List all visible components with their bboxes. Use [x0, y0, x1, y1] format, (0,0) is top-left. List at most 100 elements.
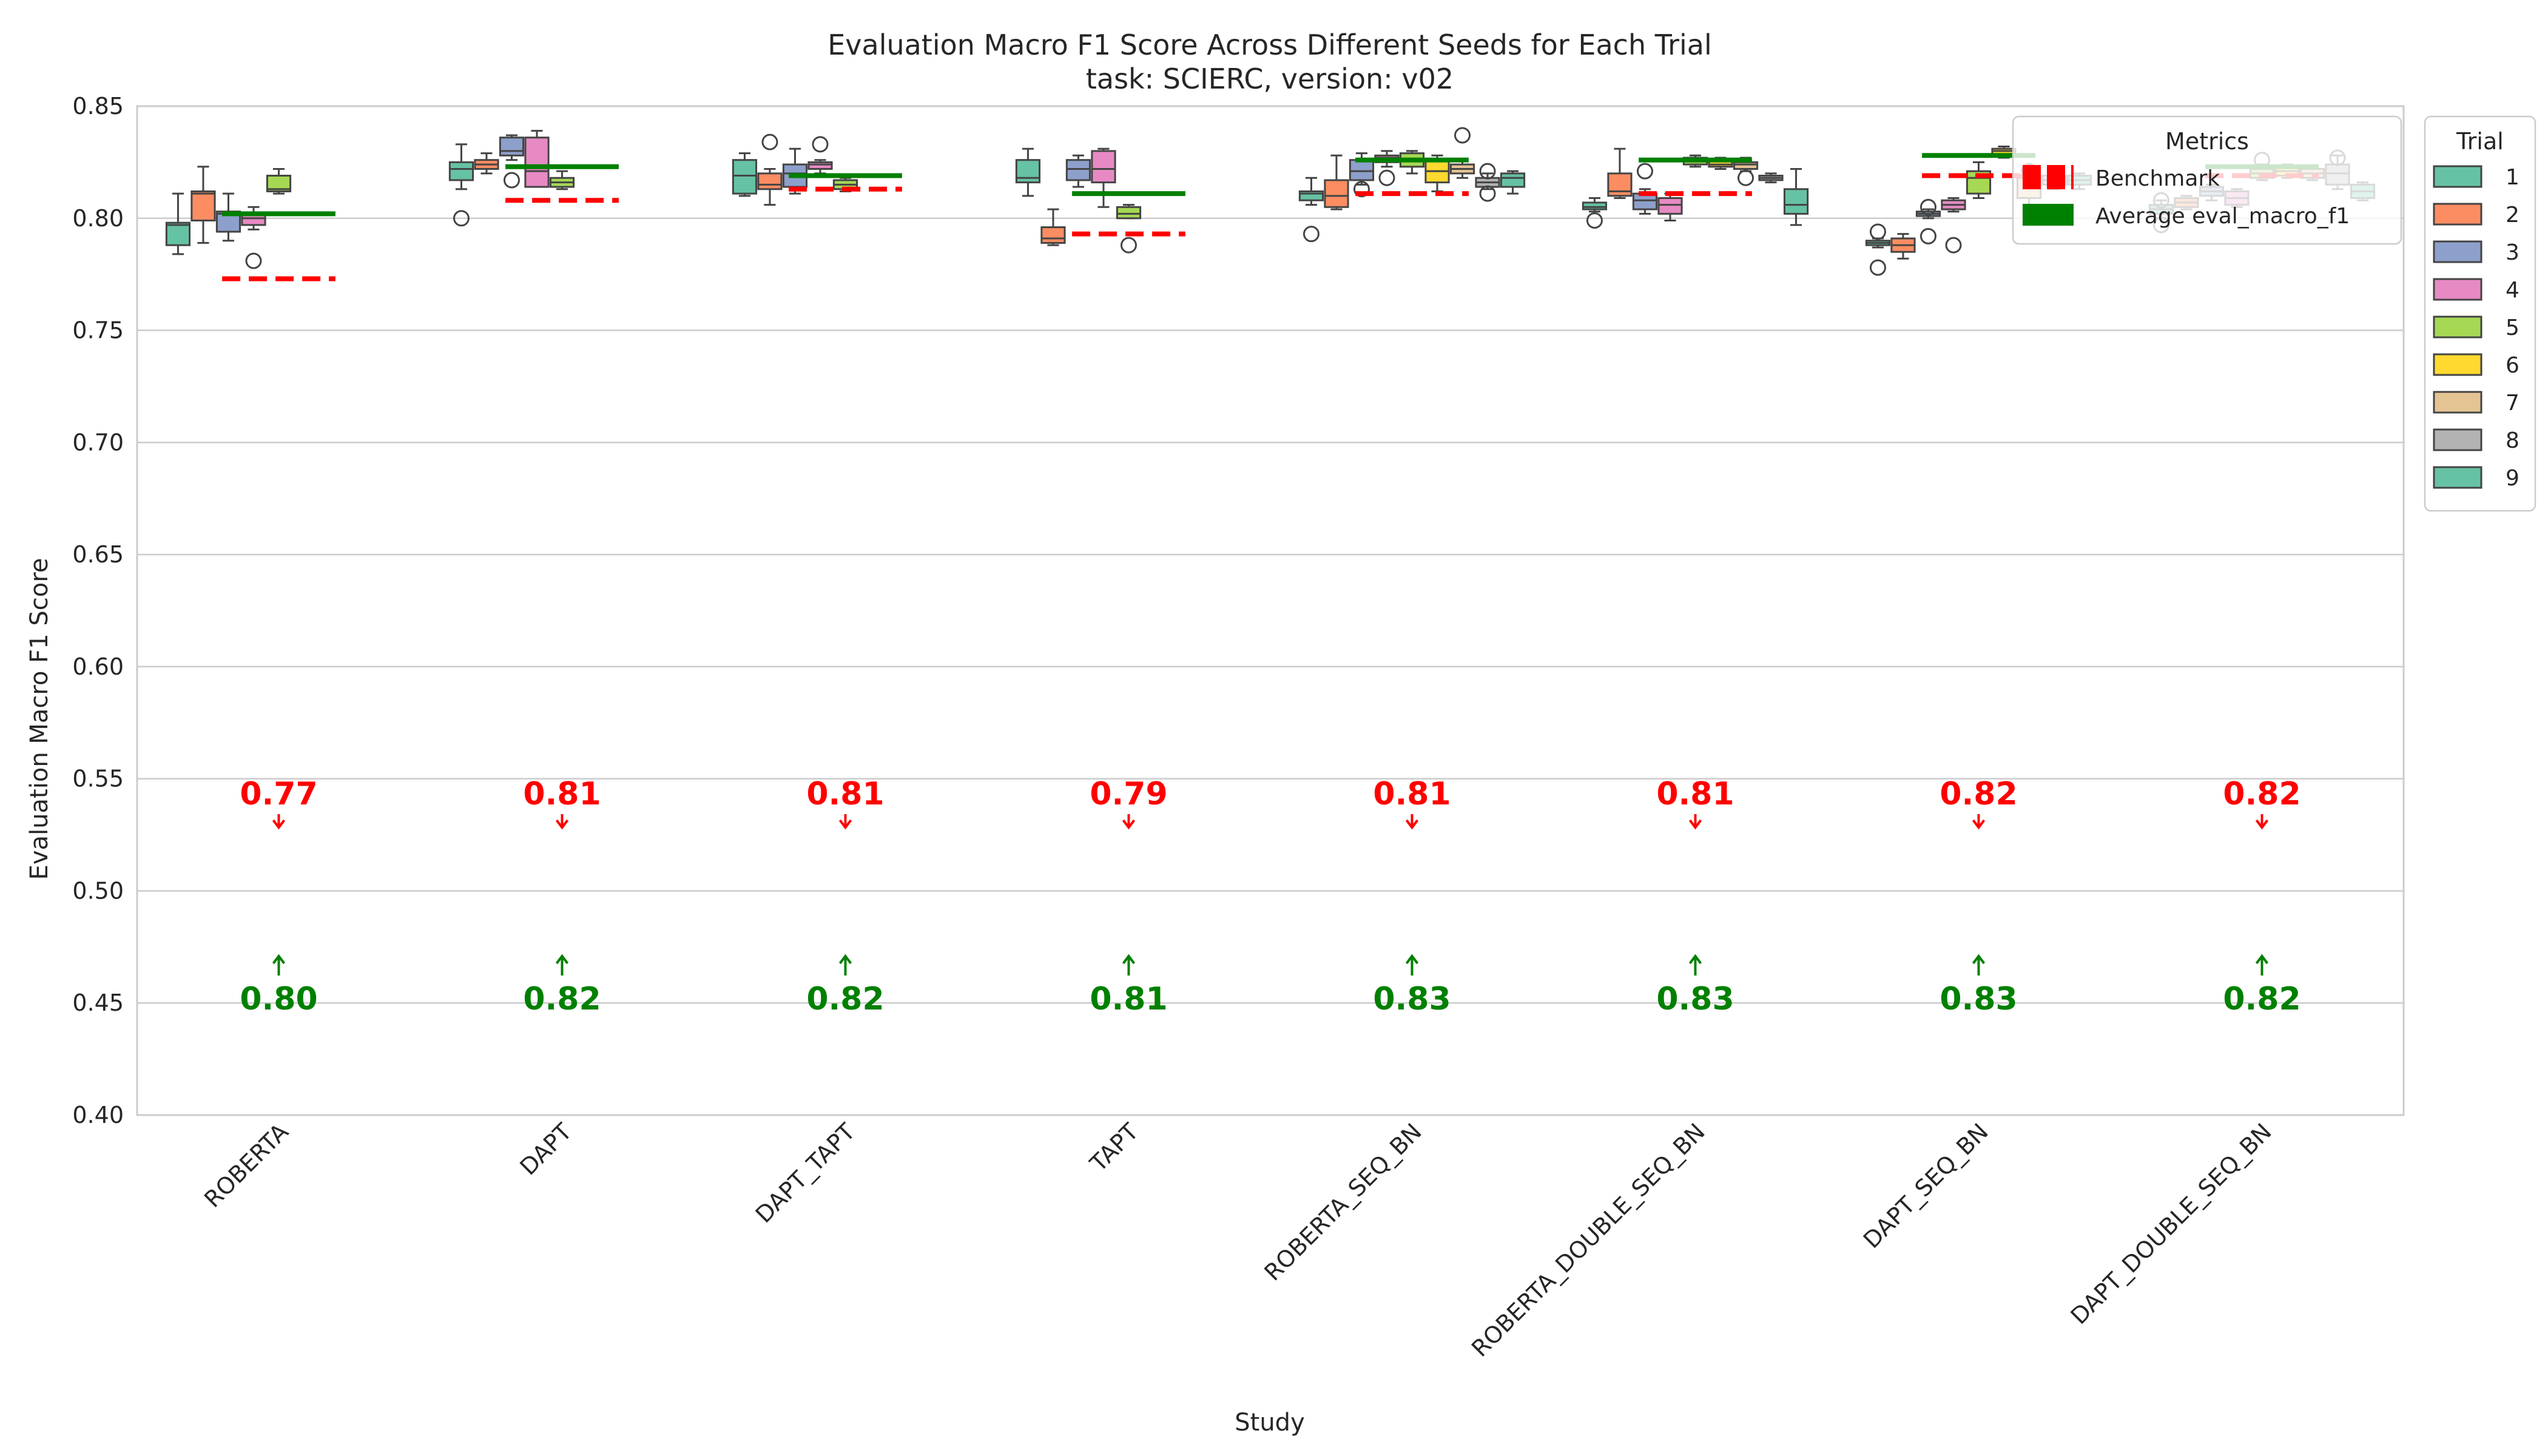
outlier-point — [1586, 212, 1603, 229]
trial-legend-swatch-2 — [2433, 203, 2482, 226]
benchmark-annotation: 0.81 — [806, 776, 884, 812]
box-trial-2 — [1324, 179, 1349, 208]
benchmark-annotation: 0.82 — [2223, 776, 2300, 812]
y-tick-label: 0.65 — [72, 541, 124, 568]
metrics-legend-box — [2012, 115, 2402, 245]
average-annotation: 0.83 — [1373, 981, 1451, 1017]
box-trial-5 — [1116, 206, 1142, 220]
x-axis-title: Study — [1235, 1409, 1305, 1437]
box-trial-3 — [1632, 192, 1658, 211]
trial-legend-label: 4 — [2506, 278, 2519, 303]
box-trial-1 — [165, 221, 191, 246]
trial-legend-swatch-9 — [2433, 466, 2482, 489]
trial-legend-label: 6 — [2506, 353, 2519, 378]
benchmark-annotation: 0.82 — [1940, 776, 2017, 812]
trial-legend-swatch-3 — [2433, 240, 2482, 263]
average-arrow — [555, 954, 569, 976]
box-group-roberta-double-seq-bn — [1582, 147, 1809, 229]
box-trial-4 — [807, 161, 833, 170]
outlier-point — [1869, 259, 1886, 276]
outlier-point — [761, 133, 778, 150]
chart-title: Evaluation Macro F1 Score Across Differe… — [827, 29, 1712, 61]
box-trial-4 — [1657, 197, 1683, 215]
outlier-point — [1378, 169, 1395, 186]
trial-legend-label: 5 — [2506, 315, 2519, 340]
y-axis-title: Evaluation Macro F1 Score — [25, 558, 53, 880]
benchmark-arrow — [555, 814, 569, 830]
metrics-legend: Metrics Benchmark Average eval_macro_f1 — [2012, 115, 2402, 245]
outlier-point — [1636, 163, 1653, 180]
trial-legend-label: 7 — [2506, 391, 2519, 416]
benchmark-arrow — [1972, 814, 1986, 830]
benchmark-arrow — [2255, 814, 2269, 830]
outlier-point — [1303, 226, 1320, 243]
box-trial-9 — [1783, 188, 1809, 215]
trial-legend-label: 2 — [2506, 203, 2519, 228]
box-trial-3 — [499, 136, 525, 157]
average-annotation: 0.82 — [2223, 981, 2300, 1017]
metrics-legend-label: Average eval_macro_f1 — [2095, 204, 2350, 229]
box-trial-2 — [757, 172, 783, 190]
box-trial-3 — [1349, 159, 1375, 181]
metrics-legend-title: Metrics — [2165, 128, 2249, 155]
benchmark-arrow — [1122, 814, 1136, 830]
box-trial-1 — [1015, 159, 1041, 184]
box-trial-9 — [1500, 172, 1526, 188]
trial-legend-label: 9 — [2506, 466, 2519, 491]
average-annotation: 0.82 — [523, 981, 601, 1017]
benchmark-annotation: 0.77 — [240, 776, 317, 812]
benchmark-annotation: 0.81 — [523, 776, 601, 812]
metrics-legend-swatch-average — [2023, 204, 2074, 226]
outlier-point — [453, 210, 470, 227]
y-tick-label: 0.85 — [72, 93, 124, 120]
average-arrow — [272, 954, 286, 976]
trial-legend-swatch-1 — [2433, 165, 2482, 188]
box-trial-2 — [1607, 172, 1633, 197]
outlier-point — [1737, 169, 1754, 186]
trial-legend-swatch-6 — [2433, 353, 2482, 376]
benchmark-arrow — [1688, 814, 1702, 830]
y-tick-label: 0.80 — [72, 205, 124, 232]
y-tick-label: 0.40 — [72, 1102, 124, 1128]
average-arrow — [1688, 954, 1702, 976]
outlier-point — [1121, 237, 1137, 254]
average-arrow — [1972, 954, 1986, 976]
benchmark-arrow — [838, 814, 852, 830]
y-tick-label: 0.45 — [72, 989, 124, 1016]
y-tick-label: 0.70 — [72, 429, 124, 456]
outlier-point — [1479, 185, 1496, 202]
trial-legend-swatch-8 — [2433, 428, 2482, 451]
average-arrow — [2255, 954, 2269, 976]
y-tick-label: 0.55 — [72, 766, 124, 792]
benchmark-annotation: 0.79 — [1090, 776, 1167, 812]
outlier-point — [1353, 181, 1370, 198]
average-annotation: 0.82 — [806, 981, 884, 1017]
trial-legend-swatch-7 — [2433, 391, 2482, 414]
y-tick-label: 0.50 — [72, 877, 124, 904]
box-trial-2 — [190, 190, 216, 221]
trial-legend-label: 8 — [2506, 428, 2519, 453]
outlier-point — [1945, 237, 1962, 254]
average-arrow — [1122, 954, 1136, 976]
average-arrow — [838, 954, 852, 976]
benchmark-arrow — [1405, 814, 1419, 830]
average-annotation: 0.80 — [240, 981, 317, 1017]
average-annotation: 0.83 — [1656, 981, 1734, 1017]
benchmark-annotation: 0.81 — [1656, 776, 1734, 812]
box-trial-3 — [1065, 159, 1091, 181]
trial-legend-title: Trial — [2456, 128, 2504, 155]
outlier-point — [1479, 163, 1496, 180]
box-trial-1 — [732, 159, 758, 195]
y-tick-label: 0.60 — [72, 653, 124, 680]
trial-legend-swatch-5 — [2433, 315, 2482, 339]
trial-legend-label: 1 — [2506, 165, 2519, 190]
box-group-dapt-tapt — [732, 133, 858, 206]
average-annotation: 0.81 — [1090, 981, 1167, 1017]
trial-legend-swatch-4 — [2433, 278, 2482, 301]
box-trial-7 — [1733, 161, 1759, 170]
outlier-point — [245, 252, 262, 269]
outlier-point — [1919, 198, 1936, 215]
box-group-dapt — [448, 130, 575, 227]
plot-frame — [136, 105, 2405, 1116]
